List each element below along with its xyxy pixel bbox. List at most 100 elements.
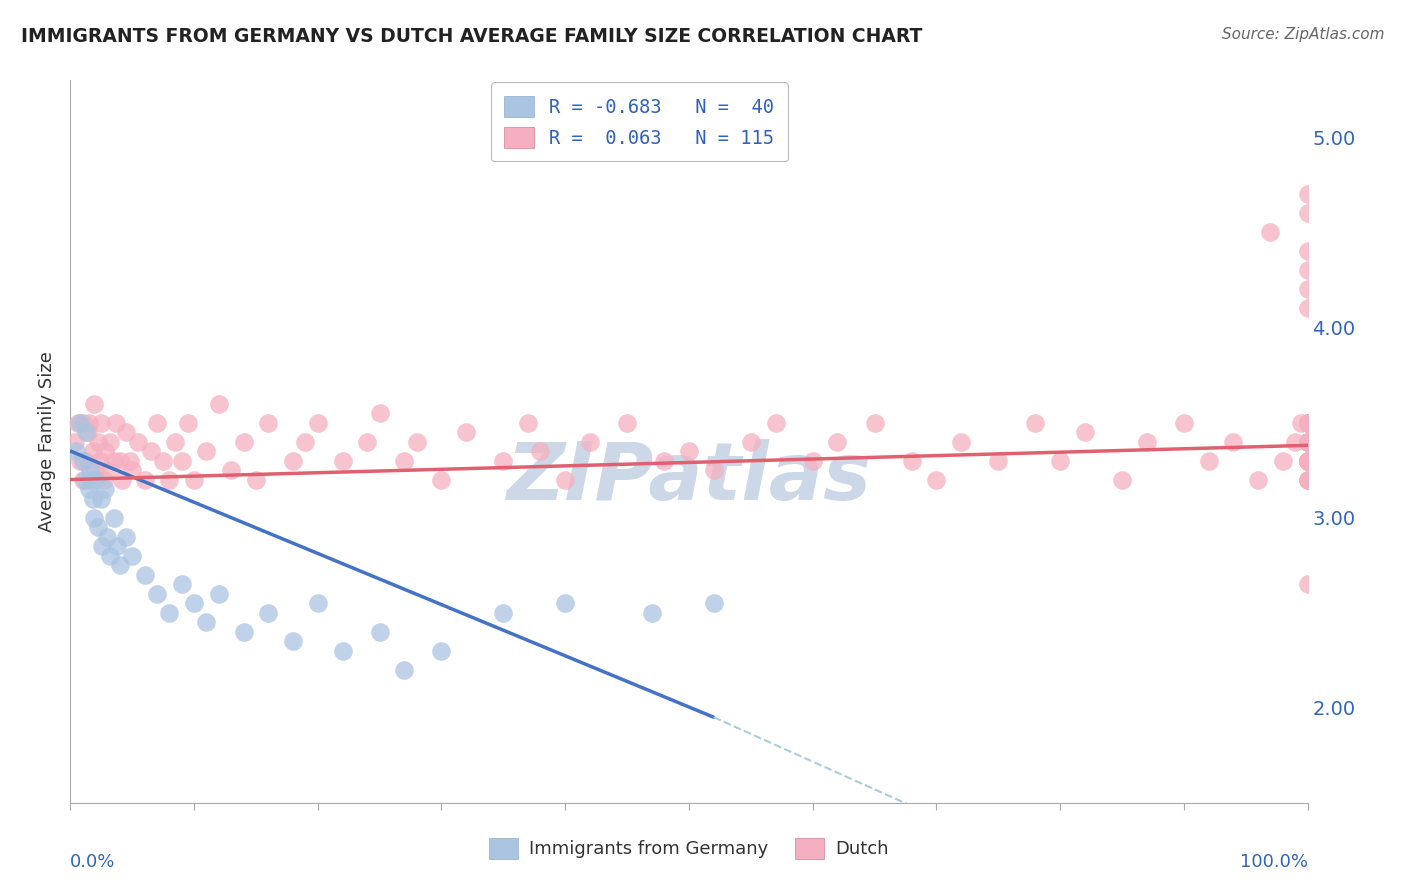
Point [1136,434,1159,449]
Point [83,510,105,524]
Point [75,473,97,487]
Point [94,482,117,496]
Point [98,549,121,563]
Point [69,453,91,467]
Point [96,463,118,477]
Point [108,453,131,467]
Point [900,453,922,467]
Point [76,425,98,439]
Point [90,491,112,506]
Point [134,473,156,487]
Point [1222,434,1244,449]
Legend: Immigrants from Germany, Dutch: Immigrants from Germany, Dutch [482,830,896,866]
Point [1271,453,1294,467]
Point [83,396,105,410]
Point [121,549,143,563]
Point [1296,416,1319,430]
Point [1296,453,1319,467]
Point [177,416,200,430]
Point [79,473,101,487]
Point [492,606,515,620]
Point [98,434,121,449]
Point [139,444,162,458]
Point [703,596,725,610]
Text: Source: ZipAtlas.com: Source: ZipAtlas.com [1222,27,1385,42]
Point [232,624,254,639]
Point [1296,453,1319,467]
Point [82,444,104,458]
Point [1296,244,1319,259]
Point [1074,425,1097,439]
Point [554,596,576,610]
Point [96,530,118,544]
Point [127,434,149,449]
Point [678,444,700,458]
Point [105,416,128,430]
Point [66,416,89,430]
Point [105,539,128,553]
Point [1296,434,1319,449]
Point [89,453,111,467]
Point [765,416,787,430]
Point [307,596,329,610]
Point [529,444,551,458]
Point [232,434,254,449]
Point [1247,473,1270,487]
Point [86,434,108,449]
Point [1296,453,1319,467]
Point [170,577,193,591]
Point [170,453,193,467]
Point [134,567,156,582]
Y-axis label: Average Family Size: Average Family Size [38,351,56,532]
Point [332,453,354,467]
Point [257,606,280,620]
Point [1296,473,1319,487]
Point [195,444,218,458]
Point [79,463,101,477]
Point [1291,416,1313,430]
Point [740,434,762,449]
Text: 100.0%: 100.0% [1240,854,1308,871]
Point [579,434,602,449]
Point [368,624,391,639]
Point [82,491,104,506]
Text: IMMIGRANTS FROM GERMANY VS DUTCH AVERAGE FAMILY SIZE CORRELATION CHART: IMMIGRANTS FROM GERMANY VS DUTCH AVERAGE… [21,27,922,45]
Point [356,434,378,449]
Point [394,453,416,467]
Point [75,453,97,467]
Point [111,473,134,487]
Text: ZIPatlas: ZIPatlas [506,439,872,516]
Point [103,453,125,467]
Point [115,530,138,544]
Point [368,406,391,420]
Point [652,453,675,467]
Point [1049,453,1071,467]
Point [1296,473,1319,487]
Point [208,396,231,410]
Point [84,463,107,477]
Point [616,416,638,430]
Text: 0.0%: 0.0% [70,854,115,871]
Point [405,434,427,449]
Point [1296,416,1319,430]
Point [1296,416,1319,430]
Point [801,453,824,467]
Point [257,416,280,430]
Point [1296,434,1319,449]
Point [1296,434,1319,449]
Point [65,434,87,449]
Point [1296,434,1319,449]
Point [1024,416,1046,430]
Point [77,482,100,496]
Point [245,473,267,487]
Point [1284,434,1306,449]
Point [103,510,125,524]
Point [1296,434,1319,449]
Point [1296,453,1319,467]
Point [146,416,169,430]
Point [65,444,87,458]
Point [456,425,478,439]
Point [118,453,141,467]
Point [208,587,231,601]
Point [1296,282,1319,296]
